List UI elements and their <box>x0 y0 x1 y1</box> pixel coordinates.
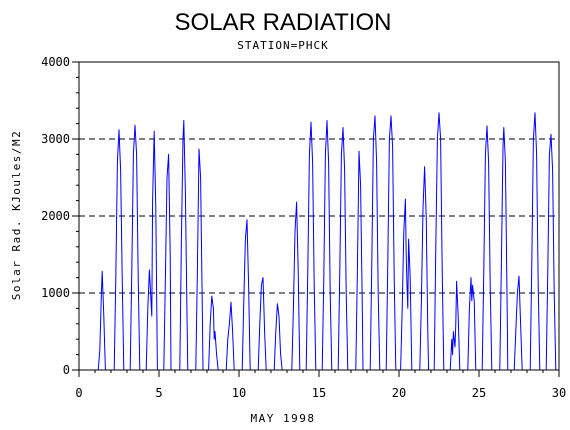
y-tick-label: 1000 <box>41 286 70 300</box>
x-tick-label: 15 <box>312 386 326 400</box>
y-tick-label: 2000 <box>41 209 70 223</box>
y-axis: 0 1000 2000 3000 4000 <box>41 55 79 377</box>
y-tick-label: 3000 <box>41 132 70 146</box>
gridlines <box>79 61 559 294</box>
x-axis: 0 5 10 15 20 25 30 <box>75 370 566 400</box>
y-tick-label: 0 <box>63 363 70 377</box>
x-tick-label: 25 <box>472 386 486 400</box>
x-tick-label: 30 <box>552 386 566 400</box>
series-group <box>88 112 559 371</box>
y-tick-label: 4000 <box>41 55 70 69</box>
chart-subtitle: STATION=PHCK <box>237 39 328 52</box>
x-tick-label: 20 <box>392 386 406 400</box>
x-tick-label: 5 <box>155 386 162 400</box>
series-line <box>88 112 559 371</box>
chart-title: SOLAR RADIATION <box>175 9 392 36</box>
x-axis-label: MAY 1998 <box>251 412 316 425</box>
y-axis-label: Solar Rad. KJoules/M2 <box>10 130 23 301</box>
x-tick-label: 10 <box>232 386 246 400</box>
x-tick-label: 0 <box>75 386 82 400</box>
